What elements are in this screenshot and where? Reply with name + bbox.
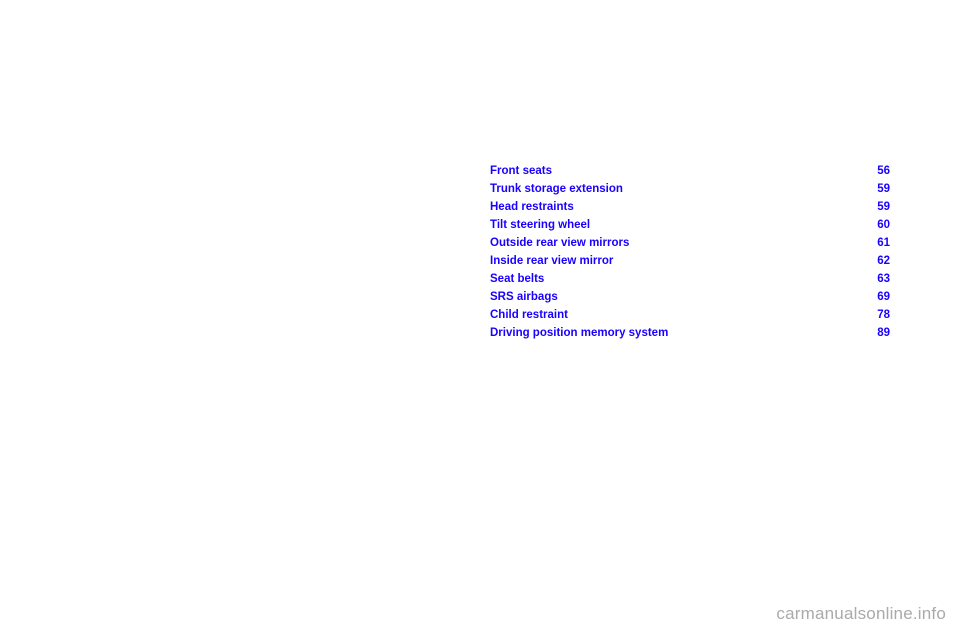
toc-entry-label: Inside rear view mirror — [490, 255, 613, 267]
toc-entry[interactable]: Inside rear view mirror 62 — [490, 255, 890, 267]
toc-leader-dots — [547, 281, 874, 282]
toc-entry[interactable]: Trunk storage extension 59 — [490, 183, 890, 195]
toc-entry[interactable]: Outside rear view mirrors 61 — [490, 237, 890, 249]
toc-entry-label: SRS airbags — [490, 291, 558, 303]
toc-leader-dots — [571, 317, 874, 318]
toc-entry-label: Driving position memory system — [490, 327, 668, 339]
toc-entry-label: Head restraints — [490, 201, 574, 213]
toc-leader-dots — [577, 209, 874, 210]
toc-entry[interactable]: SRS airbags 69 — [490, 291, 890, 303]
toc-entry-label: Trunk storage extension — [490, 183, 623, 195]
toc-leader-dots — [632, 245, 874, 246]
toc-leader-dots — [555, 173, 874, 174]
toc-entry-label: Front seats — [490, 165, 552, 177]
toc-entry-page: 59 — [877, 183, 890, 195]
toc-entry[interactable]: Front seats 56 — [490, 165, 890, 177]
toc-entry[interactable]: Seat belts 63 — [490, 273, 890, 285]
toc-entry-page: 61 — [877, 237, 890, 249]
toc-entry-page: 63 — [877, 273, 890, 285]
toc-entry-page: 59 — [877, 201, 890, 213]
toc-leader-dots — [626, 191, 874, 192]
toc-leader-dots — [671, 335, 874, 336]
toc-entry-page: 78 — [877, 309, 890, 321]
toc-entry-page: 60 — [877, 219, 890, 231]
toc-entry-label: Outside rear view mirrors — [490, 237, 629, 249]
toc-entry-page: 69 — [877, 291, 890, 303]
toc-entry-label: Tilt steering wheel — [490, 219, 590, 231]
toc-leader-dots — [593, 227, 874, 228]
toc-entry[interactable]: Child restraint 78 — [490, 309, 890, 321]
toc-entry-page: 89 — [877, 327, 890, 339]
table-of-contents: Front seats56Trunk storage extension59He… — [490, 165, 890, 345]
toc-entry-label: Child restraint — [490, 309, 568, 321]
toc-entry-page: 62 — [877, 255, 890, 267]
watermark-text: carmanualsonline.info — [776, 604, 946, 624]
toc-entry[interactable]: Driving position memory system 89 — [490, 327, 890, 339]
toc-entry-page: 56 — [877, 165, 890, 177]
toc-entry[interactable]: Head restraints 59 — [490, 201, 890, 213]
toc-entry[interactable]: Tilt steering wheel 60 — [490, 219, 890, 231]
toc-leader-dots — [561, 299, 874, 300]
toc-leader-dots — [616, 263, 874, 264]
toc-entry-label: Seat belts — [490, 273, 544, 285]
